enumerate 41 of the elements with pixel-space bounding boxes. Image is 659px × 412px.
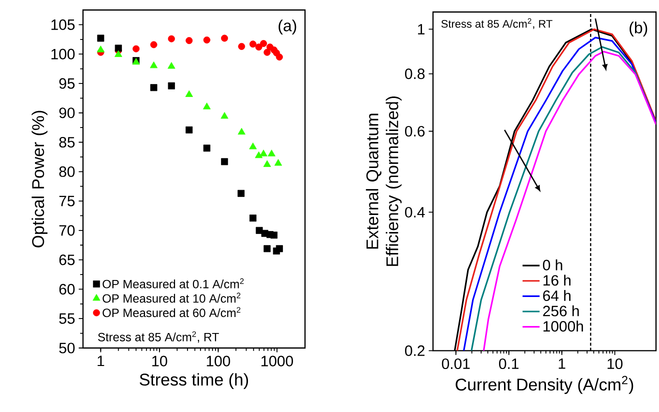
- y-tick-label: 105: [51, 19, 75, 30]
- annotation: Stress at 85 A/cm$^{2}$, RT: [98, 331, 219, 343]
- legend-label: 16 h: [544, 274, 570, 286]
- legend-label: OP Measured at 10 A/cm$^{2}$: [102, 292, 240, 303]
- x-tick-label: 10: [152, 356, 168, 366]
- y-tick-label: 90: [59, 108, 75, 118]
- annotation: (a): [278, 20, 296, 34]
- x-tick-label: 10: [608, 358, 623, 370]
- y-tick-label: 100: [51, 48, 75, 60]
- y-tick-label: 0.6: [405, 126, 425, 137]
- y-tick-label: 65: [59, 254, 75, 266]
- y-tick-label: 70: [59, 225, 75, 236]
- y-tick-label: 75: [59, 196, 75, 206]
- legend-label: 256 h: [543, 305, 579, 316]
- legend-label: OP Measured at 60 A/cm$^{2}$: [102, 307, 240, 318]
- annotation: Stress at 85 A/cm$^{2}$, RT: [441, 18, 552, 30]
- legend-label: 1000h: [544, 320, 583, 332]
- x-tick-label: 100: [206, 356, 230, 366]
- y-tick-label: 0.4: [405, 206, 425, 218]
- x-tick-label: 1000: [261, 356, 293, 366]
- y-tick-label: 80: [59, 166, 75, 177]
- x-tick-label: 1: [558, 358, 566, 369]
- annotation: (b): [630, 22, 648, 37]
- y-tick-label: 95: [59, 78, 75, 89]
- y-tick-label: 0.8: [405, 68, 425, 80]
- y-tick-label: 1: [418, 24, 425, 34]
- y-axis-title: External Quantum Efficiency (normalized): [366, 96, 402, 266]
- y-axis-title: Optical Power (%): [32, 110, 48, 248]
- y-tick-label: 50: [59, 342, 75, 354]
- x-axis-title: Current Density (A/cm$^{2}$): [456, 376, 634, 394]
- x-tick-label: 1: [98, 356, 104, 366]
- x-axis-title: Stress time (h): [140, 373, 248, 389]
- x-tick-label: 0.01: [442, 358, 470, 370]
- legend-label: OP Measured at 0.1 A/cm$^{2}$: [102, 278, 244, 288]
- legend-label: 0 h: [542, 259, 562, 270]
- x-tick-label: 0.1: [499, 358, 519, 370]
- legend-label: 64 h: [543, 290, 570, 301]
- y-tick-label: 60: [59, 284, 75, 294]
- y-tick-label: 55: [59, 313, 75, 324]
- y-tick-label: 85: [59, 136, 75, 148]
- y-tick-label: 0.2: [405, 345, 424, 356]
